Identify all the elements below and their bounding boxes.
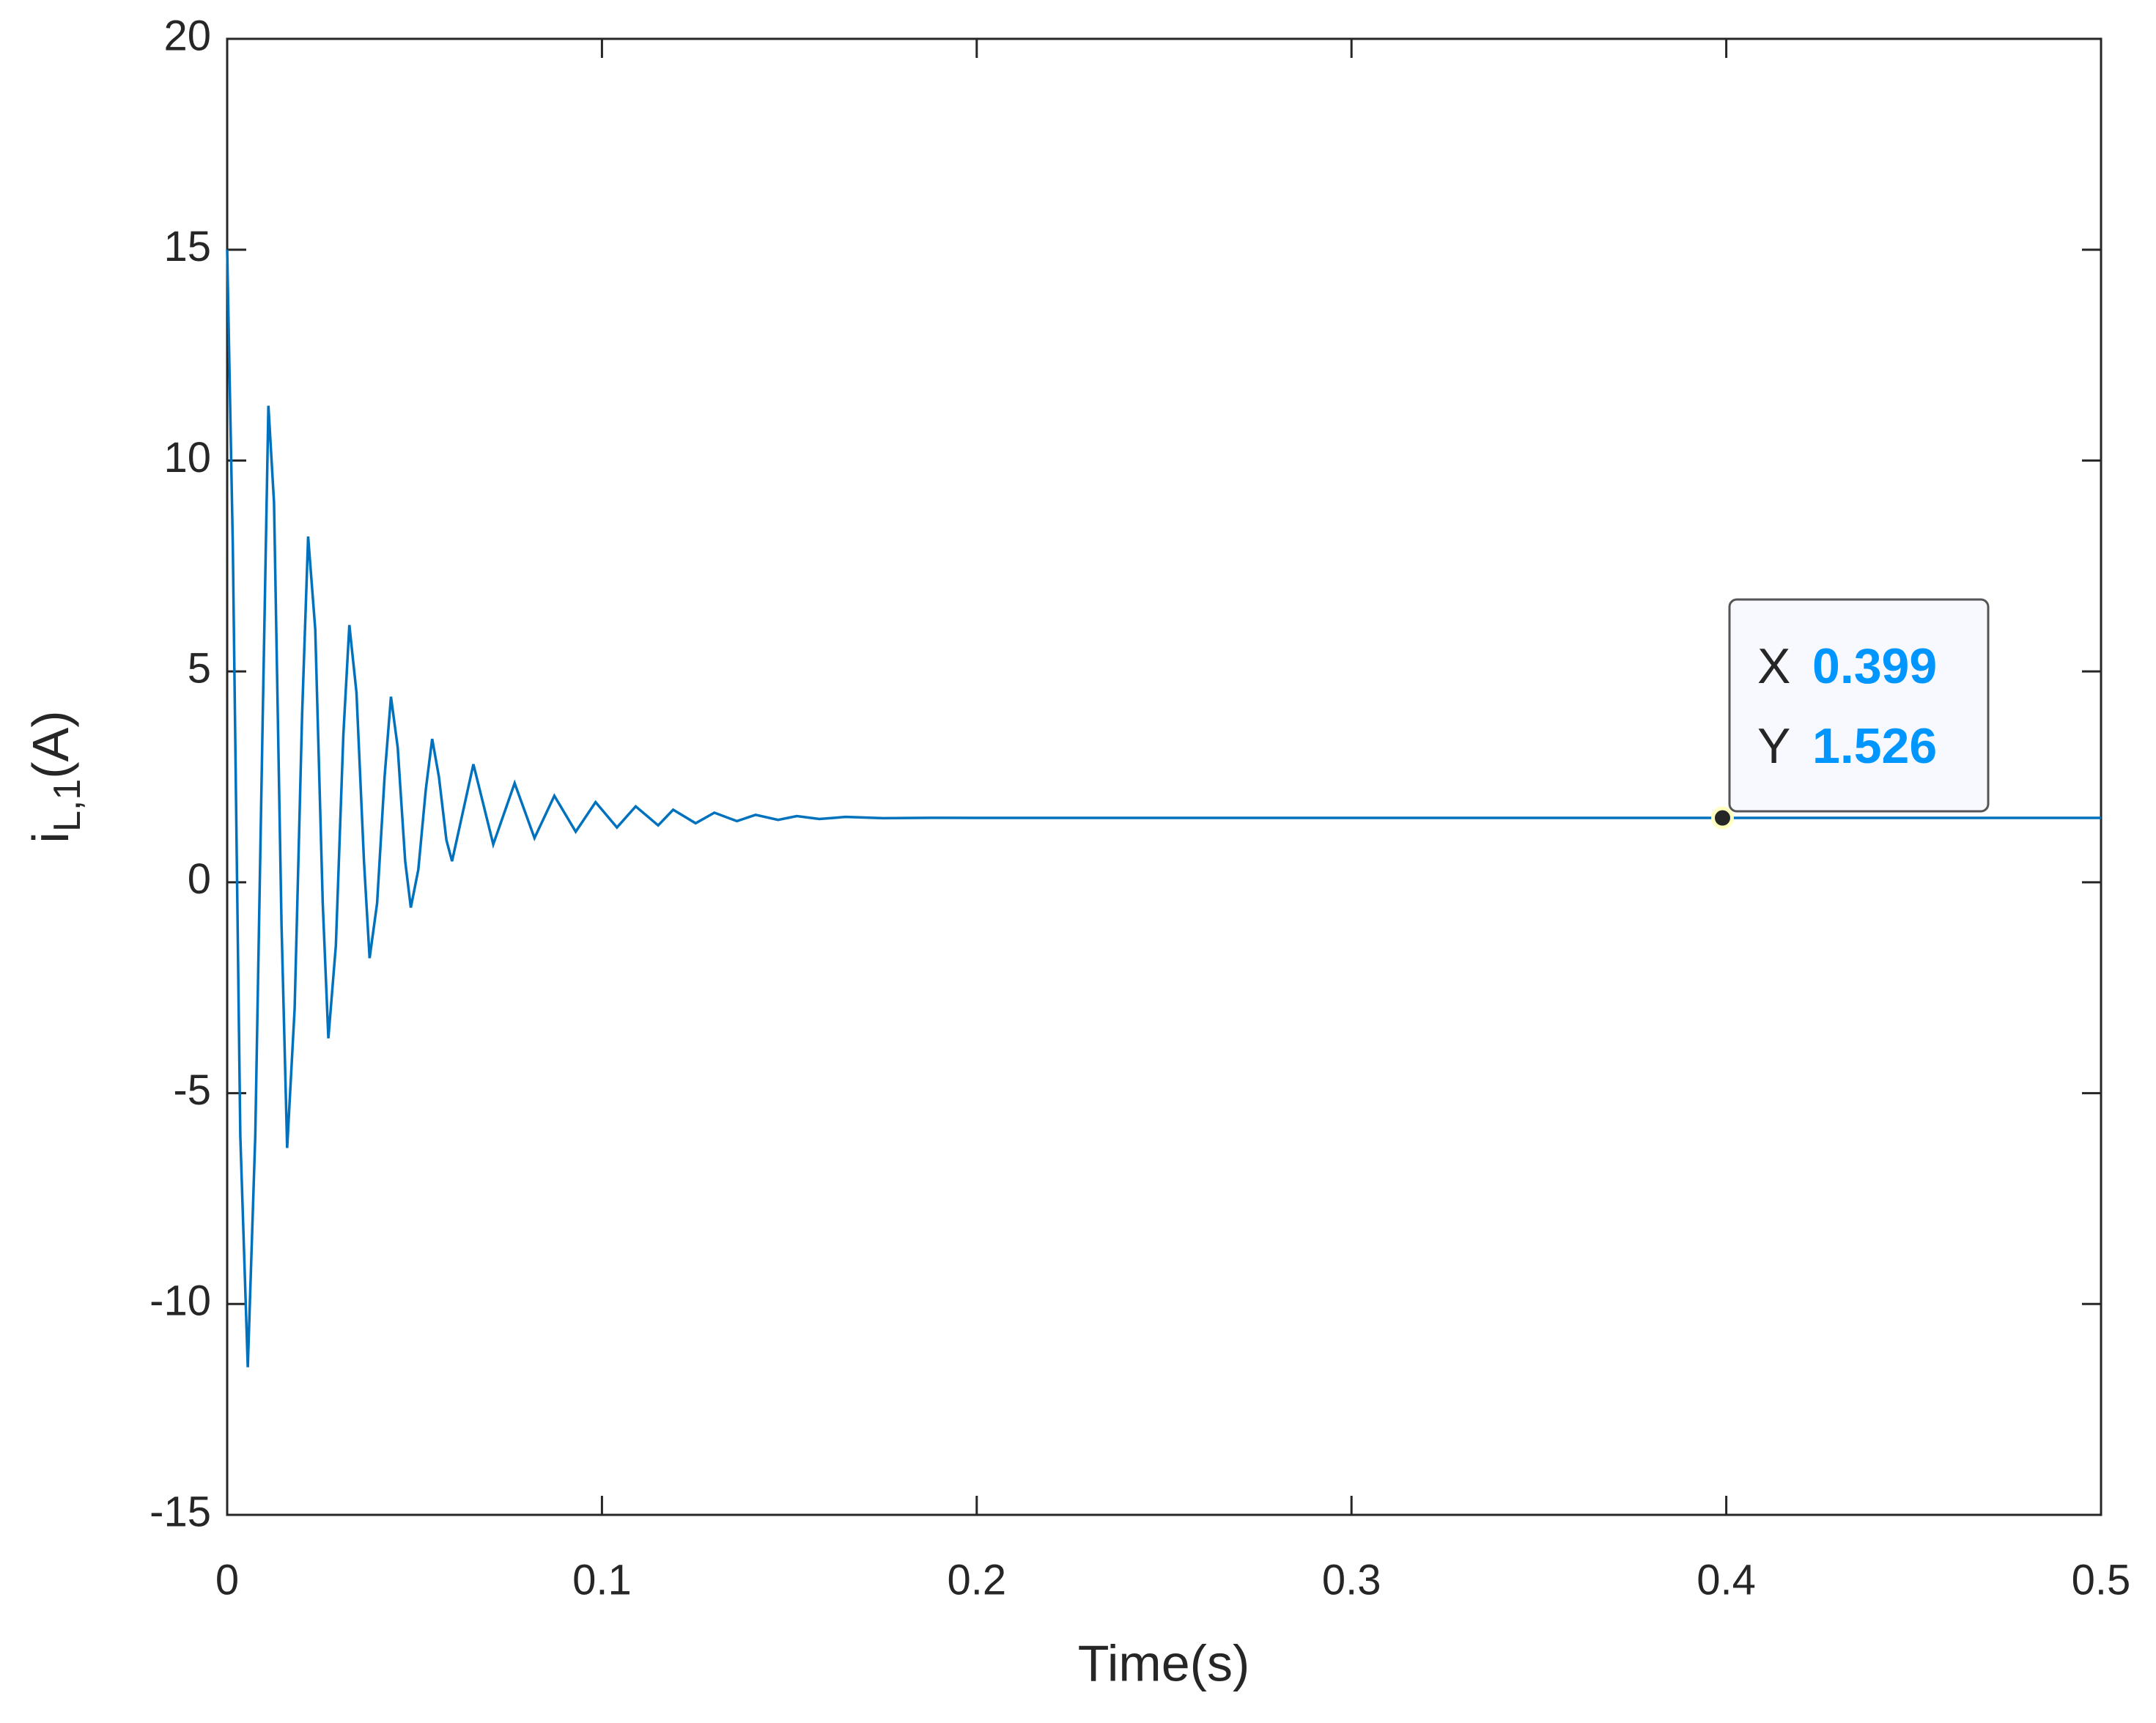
x-tick-label: 0.3	[1322, 1556, 1381, 1604]
data-line	[226, 249, 2101, 1368]
x-tick-label: 0.1	[572, 1556, 632, 1604]
y-tick-label: 10	[163, 434, 211, 482]
datatip-marker	[1710, 806, 1734, 830]
y-axis-label: iL,1(A)	[22, 710, 88, 843]
datatip-box	[1728, 598, 1990, 813]
y-tick-label: 5	[188, 644, 211, 692]
x-axis-label: Time(s)	[1078, 1634, 1250, 1691]
y-tick-label: -5	[173, 1066, 211, 1114]
y-tick-label: 0	[188, 855, 211, 903]
datatip-x-value: 0.399	[1812, 638, 1937, 694]
y-label-main: i	[22, 832, 79, 844]
x-tick-label: 0.4	[1697, 1556, 1756, 1604]
datatip-x-label: X	[1757, 638, 1790, 694]
y-tick-label: 15	[163, 223, 211, 270]
y-tick-label: 20	[163, 12, 211, 59]
x-tick-label: 0	[215, 1556, 239, 1604]
datatip-y-value: 1.526	[1812, 718, 1937, 774]
datatip-y-label: Y	[1757, 718, 1790, 774]
x-tick-label: 0.5	[2072, 1556, 2131, 1604]
y-label-sub: L,1	[46, 779, 89, 832]
x-tick-label: 0.2	[947, 1556, 1006, 1604]
y-label-rest: (A)	[22, 710, 79, 778]
y-tick-label: -15	[149, 1488, 211, 1535]
y-tick-label: -10	[149, 1277, 211, 1325]
